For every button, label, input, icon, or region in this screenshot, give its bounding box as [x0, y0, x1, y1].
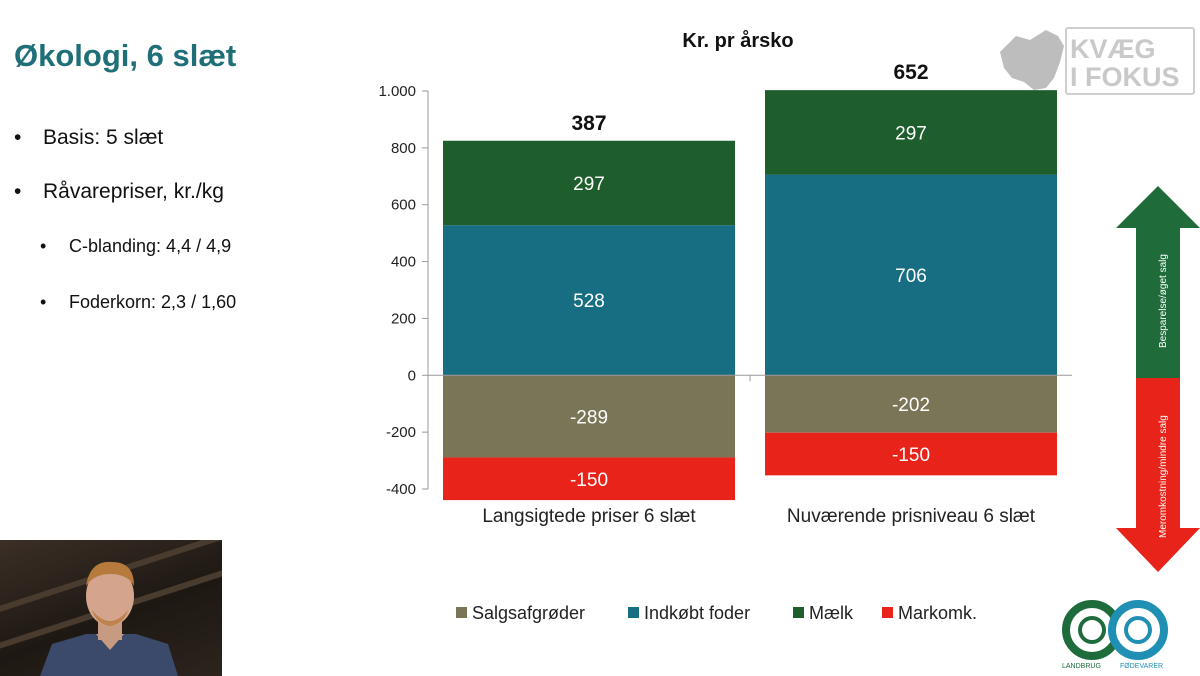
- legend-label: Markomk.: [898, 603, 977, 623]
- logo-line2: I FOKUS: [1070, 62, 1180, 92]
- bars-layer: -289 528 297 -150 387 -202 706 297 -150 652: [443, 61, 1057, 501]
- bullet-c-blanding: • C-blanding: 4,4 / 4,9: [40, 236, 232, 256]
- bar-segment: [765, 90, 1057, 175]
- chart-title: Kr. pr årsko: [682, 29, 793, 52]
- two-rings-icon: [1062, 600, 1168, 660]
- bar-segment: [443, 375, 735, 458]
- logo-left-text: LANDBRUG: [1062, 663, 1101, 670]
- landbrug-foedevarer-logo: LANDBRUG FØDEVARER: [1062, 600, 1168, 670]
- bar-data-label: -202: [892, 395, 930, 416]
- y-tick-label: 1.000: [378, 83, 416, 100]
- legend-swatch: [628, 607, 639, 618]
- kvaeg-i-fokus-logo: KVÆG I FOKUS: [1000, 27, 1195, 95]
- legend-label: Indkøbt foder: [644, 603, 750, 623]
- bar-segment: [443, 457, 735, 501]
- bar-data-label: -289: [570, 407, 608, 428]
- y-tick-label: 200: [391, 310, 416, 327]
- legend-label: Mælk: [809, 603, 854, 623]
- logo-right-text: FØDEVARER: [1120, 663, 1163, 670]
- legend-swatch: [456, 607, 467, 618]
- legend: Salgsafgrøder Indkøbt foder Mælk Markomk.: [456, 603, 977, 623]
- y-axis: -400 -200 0 200 400 600 800 1.000 Langsigtede pr…: [378, 83, 1072, 527]
- legend-swatch: [882, 607, 893, 618]
- bar-segment: [765, 375, 1057, 433]
- presenter-figure: [40, 561, 178, 676]
- bullet-foderkorn: • Foderkorn: 2,3 / 1,60: [40, 292, 237, 312]
- bar-data-label: -150: [570, 470, 608, 491]
- bar-data-label: 297: [573, 174, 605, 195]
- y-tick-label: -400: [386, 481, 416, 498]
- arrow-up: Besparelse/øget salg: [1116, 186, 1200, 378]
- x-category-label: Langsigtede priser 6 slæt: [482, 506, 696, 527]
- bar-total-label: 387: [571, 112, 606, 135]
- y-tick-label: 0: [408, 367, 416, 384]
- bullet-raavarepriser: • Råvarepriser, kr./kg: [14, 180, 224, 203]
- bar-segment: [443, 225, 735, 376]
- bar-total-label: 652: [893, 61, 928, 84]
- x-category-label: Nuværende prisniveau 6 slæt: [787, 506, 1036, 527]
- logo-line1: KVÆG: [1070, 34, 1156, 64]
- presenter-webcam: [0, 540, 222, 676]
- bar-data-label: -150: [892, 445, 930, 466]
- bar-segment: [765, 174, 1057, 376]
- y-tick-label: 600: [391, 197, 416, 214]
- y-tick-label: 800: [391, 140, 416, 157]
- y-tick-label: -200: [386, 424, 416, 441]
- bar-data-label: 297: [895, 123, 927, 144]
- arrow-up-label: Besparelse/øget salg: [1158, 254, 1169, 348]
- cow-head-icon: [1000, 30, 1064, 90]
- legend-swatch: [793, 607, 804, 618]
- bar-segment: [443, 140, 735, 226]
- arrow-down: Meromkostning/mindre salg: [1116, 378, 1200, 572]
- bar-data-label: 528: [573, 291, 605, 312]
- arrow-down-label: Meromkostning/mindre salg: [1158, 415, 1169, 538]
- bullet-basis: • Basis: 5 slæt: [14, 126, 164, 149]
- bar-segment: [765, 432, 1057, 476]
- bar-data-label: 706: [895, 266, 927, 287]
- slide-title: Økologi, 6 slæt: [14, 38, 237, 73]
- legend-label: Salgsafgrøder: [472, 603, 585, 623]
- y-tick-label: 400: [391, 254, 416, 271]
